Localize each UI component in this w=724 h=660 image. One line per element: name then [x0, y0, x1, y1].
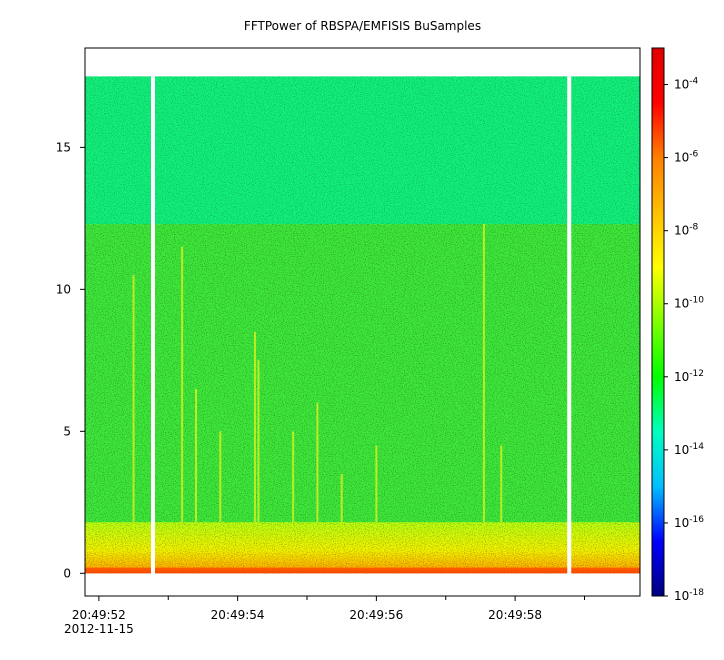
- x-date-label: 2012-11-15: [64, 622, 134, 636]
- colorbar-tick-label: 10-18: [674, 588, 704, 603]
- colorbar-tick-label: 10-4: [674, 77, 699, 92]
- chart-title: FFTPower of RBSPA/EMFISIS BuSamples: [244, 19, 481, 33]
- y-tick-label: 10: [56, 282, 71, 296]
- x-tick-label: 20:49:52: [72, 608, 126, 622]
- colorbar-scale: [651, 47, 665, 597]
- colorbar-tick-label: 10-16: [674, 515, 704, 530]
- x-tick-label: 20:49:58: [488, 608, 542, 622]
- y-axis: 0 5 10 15: [56, 140, 85, 580]
- colorbar-tick-label: 10-14: [674, 442, 704, 457]
- plot-frame: [84, 47, 641, 597]
- speckle-noise: [85, 224, 640, 574]
- data-gap: [567, 76, 572, 575]
- x-tick-label: 20:49:54: [211, 608, 265, 622]
- y-tick-label: 0: [63, 566, 71, 580]
- speckle-noise-upper: [85, 76, 640, 225]
- y-tick-label: 15: [56, 140, 71, 154]
- x-axis: 20:49:52 20:49:54 20:49:56 20:49:58: [72, 596, 585, 622]
- x-tick-label: 20:49:56: [349, 608, 403, 622]
- baseline-power: [85, 567, 640, 574]
- y-tick-label: 5: [63, 424, 71, 438]
- colorbar: 10-18 10-16 10-14 10-12 10-10 10-8 10-6 10-4: [651, 47, 704, 603]
- colorbar-tick-label: 10-8: [674, 223, 699, 238]
- colorbar-tick-label: 10-6: [674, 150, 699, 165]
- colorbar-tick-label: 10-12: [674, 369, 704, 384]
- plot-area: [85, 76, 640, 575]
- data-gap: [150, 76, 155, 575]
- colorbar-tick-label: 10-10: [674, 296, 704, 311]
